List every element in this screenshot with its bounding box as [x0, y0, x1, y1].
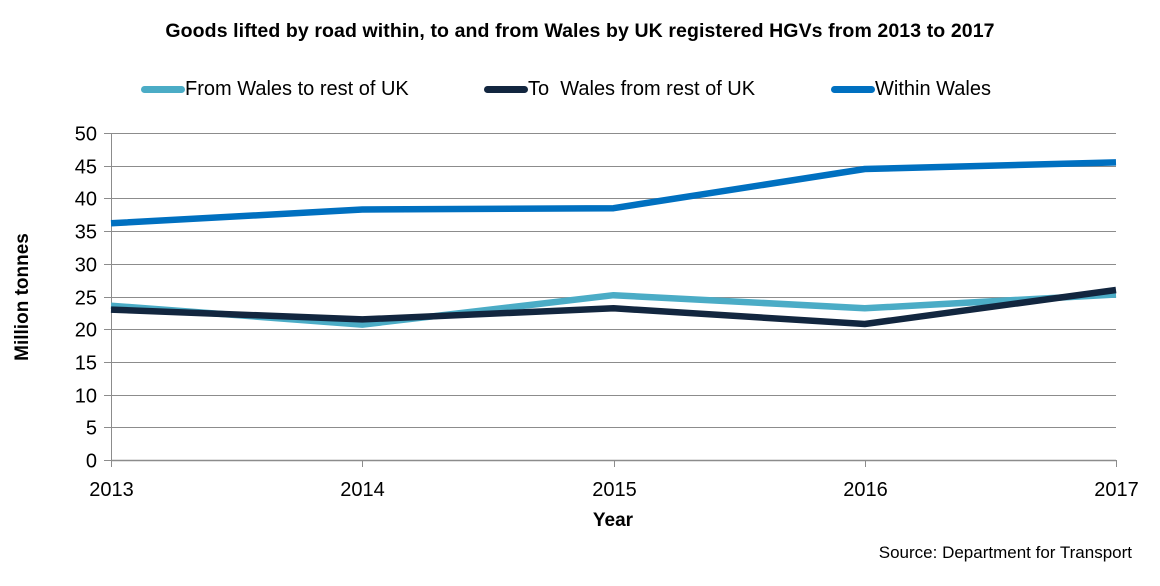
- legend-label-to-wales: To Wales from rest of UK: [528, 78, 756, 100]
- x-axis-title: Year: [593, 510, 634, 531]
- y-tick-label: 30: [75, 255, 97, 277]
- legend-swatch-to-wales: [484, 86, 528, 93]
- x-tick-label: 2014: [340, 479, 385, 501]
- x-tick-label: 2017: [1094, 479, 1139, 501]
- gridlines: [111, 133, 1116, 428]
- legend-swatch-from-wales: [141, 86, 185, 93]
- y-tick-label: 0: [86, 451, 97, 473]
- y-tick-label: 50: [75, 124, 97, 146]
- y-axis-title: Million tonnes: [12, 233, 33, 361]
- y-tick-label: 40: [75, 189, 97, 211]
- series-lines: [110, 159, 1117, 328]
- y-tick-labels: 0 5 10 15 20 25 30 35 40 45 50: [75, 124, 97, 473]
- series-line-to-wales-from-rest-of-uk: [110, 286, 1117, 328]
- chart-legend: From Wales to rest of UK To Wales from r…: [0, 78, 1160, 106]
- legend-item-from-wales: From Wales to rest of UK: [141, 78, 409, 101]
- x-tick-label: 2016: [843, 479, 888, 501]
- chart-title: Goods lifted by road within, to and from…: [165, 20, 995, 42]
- axes: [104, 133, 1117, 467]
- legend-item-within-wales: Within Wales: [831, 78, 991, 101]
- legend-swatch-within-wales: [831, 86, 875, 93]
- y-tick-label: 35: [75, 222, 97, 244]
- y-tick-label: 10: [75, 386, 97, 408]
- legend-item-to-wales: To Wales from rest of UK: [484, 78, 755, 101]
- y-tick-label: 45: [75, 157, 97, 179]
- y-tick-label: 20: [75, 320, 97, 342]
- legend-label-from-wales: From Wales to rest of UK: [185, 78, 409, 100]
- x-tick-label: 2015: [592, 479, 637, 501]
- series-line-within-wales: [110, 159, 1117, 227]
- y-tick-label: 25: [75, 288, 97, 310]
- x-tick-label: 2013: [89, 479, 134, 501]
- source-note: Source: Department for Transport: [878, 543, 1132, 562]
- y-tick-label: 5: [86, 418, 97, 440]
- legend-label-within-wales: Within Wales: [875, 78, 991, 100]
- x-tick-labels: 2013 2014 2015 2016 2017: [89, 479, 1139, 501]
- y-tick-label: 15: [75, 353, 97, 375]
